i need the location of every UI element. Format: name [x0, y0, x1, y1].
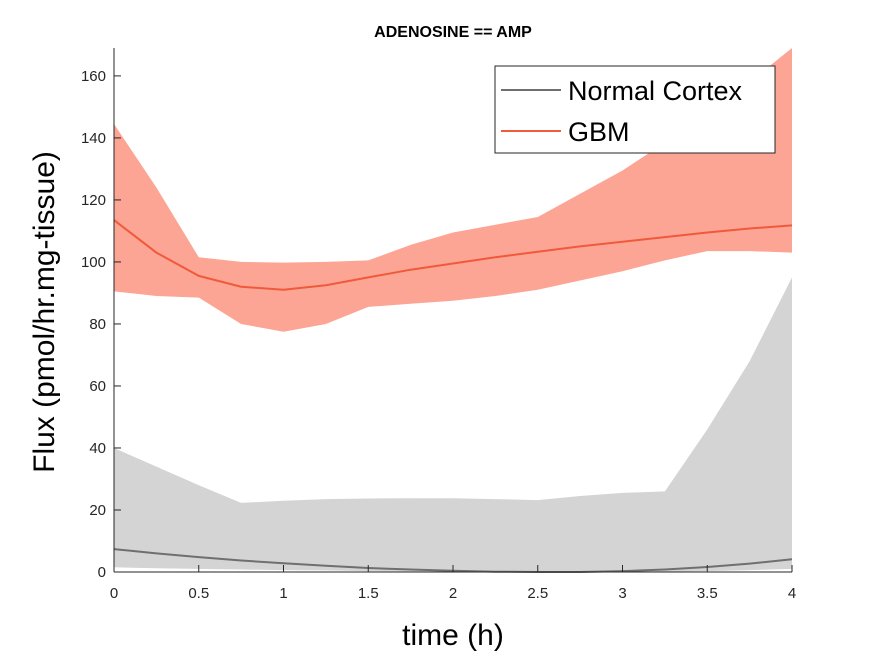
- y-tick-label: 160: [81, 68, 106, 85]
- x-tick-label: 1: [279, 585, 287, 602]
- y-ticks: 0 20 40 60 80 100 120 140 160: [81, 68, 121, 581]
- x-axis-label: time (h): [402, 619, 504, 652]
- x-tick-label: 2: [449, 585, 457, 602]
- chart-title: ADENOSINE == AMP: [374, 24, 532, 41]
- line-gbm: [113, 219, 793, 291]
- y-tick-label: 100: [81, 254, 106, 271]
- y-tick-label: 140: [81, 130, 106, 147]
- y-tick-label: 40: [89, 440, 106, 457]
- x-tick-label: 3.5: [697, 585, 718, 602]
- legend-box: [494, 65, 776, 154]
- y-tick-label: 60: [89, 378, 106, 395]
- band-normal-cortex: [114, 277, 792, 572]
- legend: Normal Cortex GBM: [494, 65, 776, 154]
- y-tick-label: 0: [98, 564, 106, 581]
- x-tick-label: 2.5: [527, 585, 548, 602]
- y-tick-label: 20: [89, 502, 106, 519]
- legend-label-normal-cortex: Normal Cortex: [568, 76, 743, 106]
- confidence-bands: [114, 48, 792, 572]
- y-tick-label: 120: [81, 192, 106, 209]
- x-ticks: 0 0.5 1 1.5 2 2.5 3 3.5 4: [110, 565, 796, 602]
- y-axis-label: Flux (pmol/hr.mg-tissue): [28, 151, 61, 473]
- x-tick-label: 3: [618, 585, 626, 602]
- y-tick-label: 80: [89, 316, 106, 333]
- legend-label-gbm: GBM: [568, 117, 630, 147]
- x-tick-label: 1.5: [358, 585, 379, 602]
- x-tick-label: 0: [110, 585, 118, 602]
- x-tick-label: 4: [788, 585, 796, 602]
- band-gbm: [114, 48, 792, 332]
- x-tick-label: 0.5: [188, 585, 209, 602]
